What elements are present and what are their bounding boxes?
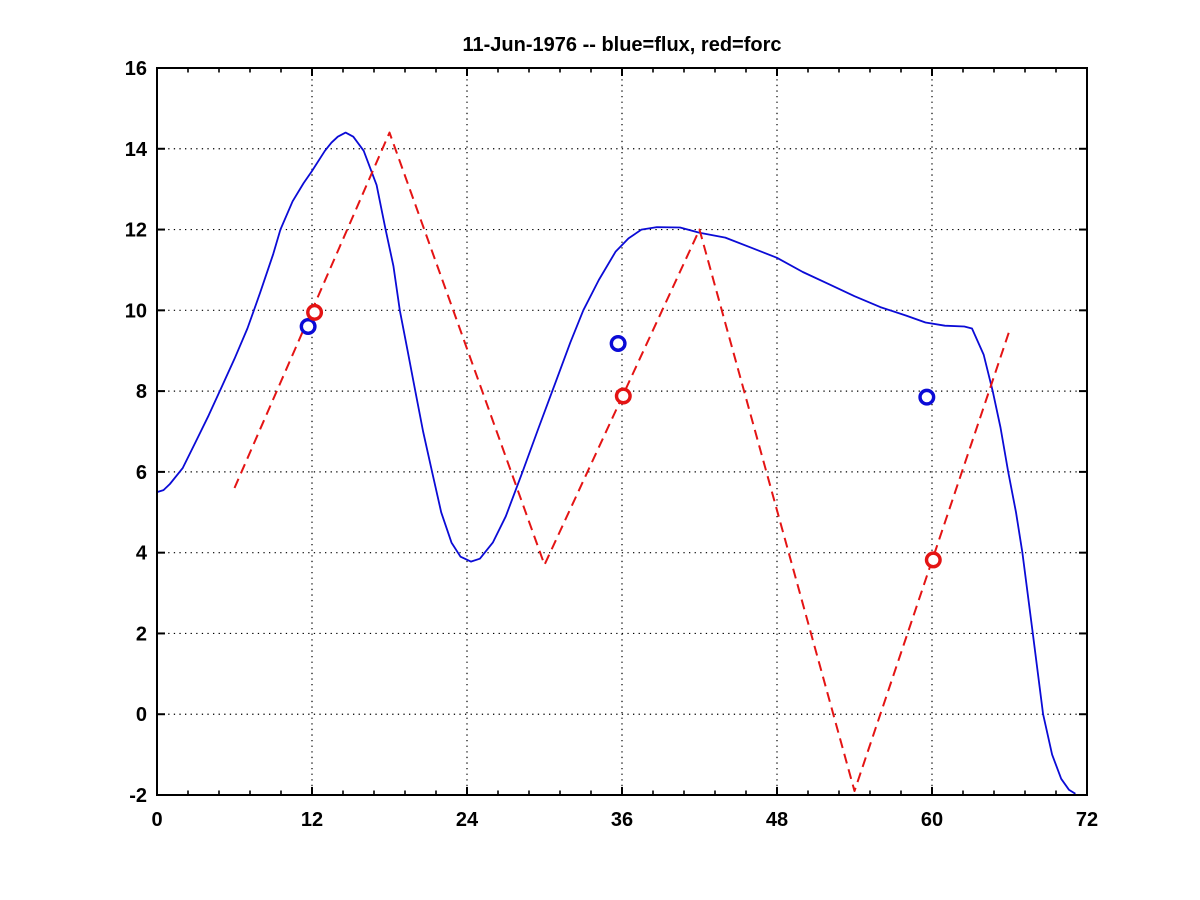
- x-tick-label: 72: [1076, 809, 1098, 831]
- forc-samples-marker: [614, 387, 632, 405]
- plot-border: [156, 67, 1088, 796]
- y-tick-label: 0: [136, 704, 147, 726]
- y-tick-label: 12: [125, 220, 147, 242]
- y-tick-label: 16: [125, 58, 147, 80]
- flux-samples-marker: [609, 334, 627, 352]
- flux-samples-marker: [918, 388, 936, 406]
- forc-samples-marker: [306, 303, 324, 321]
- y-tick-label: 4: [136, 543, 148, 565]
- x-tick-label: 36: [611, 809, 633, 831]
- forc-samples-marker: [924, 551, 942, 569]
- x-tick-label: 24: [456, 809, 479, 831]
- series-flux-line: [156, 131, 1076, 795]
- y-tick-label: 10: [125, 300, 147, 322]
- flux-samples-marker: [299, 317, 317, 335]
- x-tick-label: 12: [301, 809, 323, 831]
- y-tick-label: 14: [125, 139, 148, 161]
- y-tick-label: 8: [136, 381, 147, 403]
- y-tick-label: 2: [136, 623, 147, 645]
- chart-title: 11-Jun-1976 -- blue=flux, red=forc: [462, 34, 782, 56]
- y-tick-label: 6: [136, 462, 147, 484]
- y-tick-label: -2: [129, 785, 147, 807]
- x-tick-label: 0: [151, 809, 162, 831]
- x-tick-label: 48: [766, 809, 788, 831]
- x-tick-label: 60: [921, 809, 943, 831]
